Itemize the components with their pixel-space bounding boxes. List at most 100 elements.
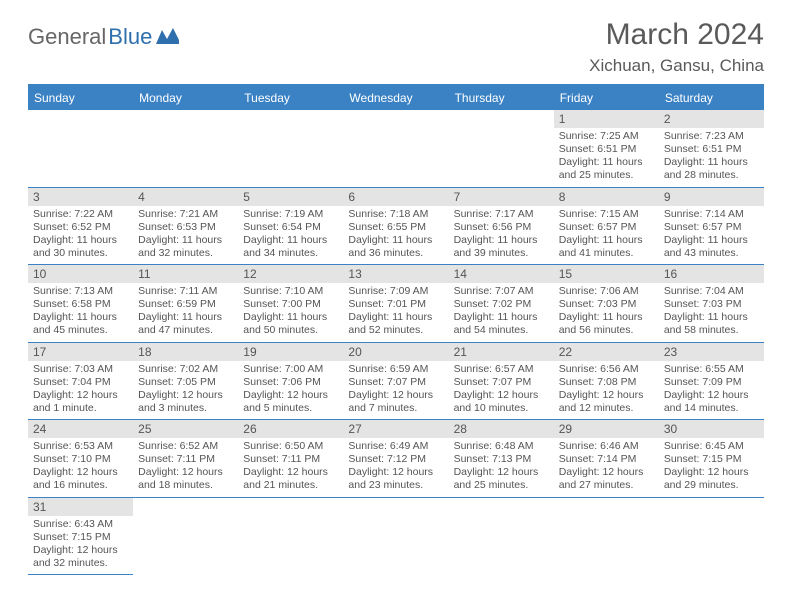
sunset-text: Sunset: 7:11 PM [138, 453, 233, 466]
day-details: Sunrise: 7:06 AMSunset: 7:03 PMDaylight:… [554, 283, 659, 342]
day-cell: 31Sunrise: 6:43 AMSunset: 7:15 PMDayligh… [28, 498, 133, 576]
day-cell: 24Sunrise: 6:53 AMSunset: 7:10 PMDayligh… [28, 420, 133, 498]
daylight-text: Daylight: 11 hours and 45 minutes. [33, 311, 128, 337]
sunrise-text: Sunrise: 7:02 AM [138, 363, 233, 376]
sunrise-text: Sunrise: 6:56 AM [559, 363, 654, 376]
sunrise-text: Sunrise: 7:22 AM [33, 208, 128, 221]
sunset-text: Sunset: 7:12 PM [348, 453, 443, 466]
day-number: 4 [133, 188, 238, 206]
day-cell: 15Sunrise: 7:06 AMSunset: 7:03 PMDayligh… [554, 265, 659, 343]
sunset-text: Sunset: 6:51 PM [559, 143, 654, 156]
day-cell: 6Sunrise: 7:18 AMSunset: 6:55 PMDaylight… [343, 188, 448, 266]
day-details: Sunrise: 7:22 AMSunset: 6:52 PMDaylight:… [28, 206, 133, 265]
sunset-text: Sunset: 6:55 PM [348, 221, 443, 234]
day-details: Sunrise: 6:56 AMSunset: 7:08 PMDaylight:… [554, 361, 659, 420]
day-number: 25 [133, 420, 238, 438]
sunrise-text: Sunrise: 6:48 AM [454, 440, 549, 453]
daylight-text: Daylight: 11 hours and 41 minutes. [559, 234, 654, 260]
day-cell: 23Sunrise: 6:55 AMSunset: 7:09 PMDayligh… [659, 343, 764, 421]
day-number: 13 [343, 265, 448, 283]
day-number: 12 [238, 265, 343, 283]
day-number: 29 [554, 420, 659, 438]
sunset-text: Sunset: 6:57 PM [559, 221, 654, 234]
day-cell: 2Sunrise: 7:23 AMSunset: 6:51 PMDaylight… [659, 110, 764, 188]
day-details: Sunrise: 6:55 AMSunset: 7:09 PMDaylight:… [659, 361, 764, 420]
header: GeneralBlue March 2024 Xichuan, Gansu, C… [28, 18, 764, 76]
daylight-text: Daylight: 11 hours and 39 minutes. [454, 234, 549, 260]
empty-cell [343, 110, 448, 188]
flag-icon [156, 27, 180, 48]
daylight-text: Daylight: 11 hours and 28 minutes. [664, 156, 759, 182]
day-cell: 18Sunrise: 7:02 AMSunset: 7:05 PMDayligh… [133, 343, 238, 421]
day-cell: 8 Sunrise: 7:15 AMSunset: 6:57 PMDaylight… [554, 188, 659, 266]
day-cell: 16Sunrise: 7:04 AMSunset: 7:03 PMDayligh… [659, 265, 764, 343]
empty-cell [133, 110, 238, 188]
day-details: Sunrise: 7:04 AMSunset: 7:03 PMDaylight:… [659, 283, 764, 342]
sunrise-text: Sunrise: 7:25 AM [559, 130, 654, 143]
daylight-text: Daylight: 11 hours and 36 minutes. [348, 234, 443, 260]
daylight-text: Daylight: 12 hours and 18 minutes. [138, 466, 233, 492]
day-cell: 11Sunrise: 7:11 AMSunset: 6:59 PMDayligh… [133, 265, 238, 343]
daylight-text: Daylight: 12 hours and 16 minutes. [33, 466, 128, 492]
day-number: 15 [554, 265, 659, 283]
sunset-text: Sunset: 7:15 PM [33, 531, 128, 544]
daylight-text: Daylight: 11 hours and 32 minutes. [138, 234, 233, 260]
title-block: March 2024 Xichuan, Gansu, China [589, 18, 764, 76]
day-details: Sunrise: 6:59 AMSunset: 7:07 PMDaylight:… [343, 361, 448, 420]
logo-text-general: General [28, 24, 106, 50]
day-number: 24 [28, 420, 133, 438]
sunset-text: Sunset: 7:00 PM [243, 298, 338, 311]
day-number: 7 [449, 188, 554, 206]
day-cell: 21Sunrise: 6:57 AMSunset: 7:07 PMDayligh… [449, 343, 554, 421]
day-header: Saturday [659, 86, 764, 110]
sunset-text: Sunset: 6:51 PM [664, 143, 759, 156]
day-number: 18 [133, 343, 238, 361]
sunrise-text: Sunrise: 7:15 AM [559, 208, 654, 221]
daylight-text: Daylight: 11 hours and 43 minutes. [664, 234, 759, 260]
daylight-text: Daylight: 12 hours and 5 minutes. [243, 389, 338, 415]
sunrise-text: Sunrise: 7:06 AM [559, 285, 654, 298]
sunrise-text: Sunrise: 6:49 AM [348, 440, 443, 453]
empty-cell [449, 110, 554, 188]
day-number: 8 [554, 188, 659, 206]
sunrise-text: Sunrise: 7:13 AM [33, 285, 128, 298]
daylight-text: Daylight: 11 hours and 25 minutes. [559, 156, 654, 182]
sunrise-text: Sunrise: 7:00 AM [243, 363, 338, 376]
empty-cell [238, 110, 343, 188]
day-number: 31 [28, 498, 133, 516]
day-details: Sunrise: 7:21 AMSunset: 6:53 PMDaylight:… [133, 206, 238, 265]
sunrise-text: Sunrise: 7:03 AM [33, 363, 128, 376]
sunrise-text: Sunrise: 6:46 AM [559, 440, 654, 453]
sunrise-text: Sunrise: 7:04 AM [664, 285, 759, 298]
daylight-text: Daylight: 11 hours and 30 minutes. [33, 234, 128, 260]
day-details: Sunrise: 6:43 AMSunset: 7:15 PMDaylight:… [28, 516, 133, 575]
day-details: Sunrise: 7:25 AMSunset: 6:51 PMDaylight:… [554, 128, 659, 187]
sunrise-text: Sunrise: 6:45 AM [664, 440, 759, 453]
sunrise-text: Sunrise: 6:53 AM [33, 440, 128, 453]
daylight-text: Daylight: 12 hours and 29 minutes. [664, 466, 759, 492]
day-number: 2 [659, 110, 764, 128]
day-details: Sunrise: 6:52 AMSunset: 7:11 PMDaylight:… [133, 438, 238, 497]
day-number: 22 [554, 343, 659, 361]
sunset-text: Sunset: 7:09 PM [664, 376, 759, 389]
day-cell: 5Sunrise: 7:19 AMSunset: 6:54 PMDaylight… [238, 188, 343, 266]
day-cell: 14Sunrise: 7:07 AMSunset: 7:02 PMDayligh… [449, 265, 554, 343]
sunset-text: Sunset: 7:03 PM [559, 298, 654, 311]
day-cell: 12Sunrise: 7:10 AMSunset: 7:00 PMDayligh… [238, 265, 343, 343]
day-number: 27 [343, 420, 448, 438]
daylight-text: Daylight: 12 hours and 27 minutes. [559, 466, 654, 492]
daylight-text: Daylight: 12 hours and 12 minutes. [559, 389, 654, 415]
day-details: Sunrise: 7:07 AMSunset: 7:02 PMDaylight:… [449, 283, 554, 342]
day-details: Sunrise: 7:23 AMSunset: 6:51 PMDaylight:… [659, 128, 764, 187]
day-details: Sunrise: 6:48 AMSunset: 7:13 PMDaylight:… [449, 438, 554, 497]
calendar-page: GeneralBlue March 2024 Xichuan, Gansu, C… [0, 0, 792, 593]
day-details: Sunrise: 6:57 AMSunset: 7:07 PMDaylight:… [449, 361, 554, 420]
day-cell: 3Sunrise: 7:22 AMSunset: 6:52 PMDaylight… [28, 188, 133, 266]
day-number: 26 [238, 420, 343, 438]
day-details: Sunrise: 7:02 AMSunset: 7:05 PMDaylight:… [133, 361, 238, 420]
day-details: Sunrise: 6:50 AMSunset: 7:11 PMDaylight:… [238, 438, 343, 497]
daylight-text: Daylight: 12 hours and 7 minutes. [348, 389, 443, 415]
day-number: 14 [449, 265, 554, 283]
daylight-text: Daylight: 12 hours and 1 minute. [33, 389, 128, 415]
day-details: Sunrise: 7:18 AMSunset: 6:55 PMDaylight:… [343, 206, 448, 265]
